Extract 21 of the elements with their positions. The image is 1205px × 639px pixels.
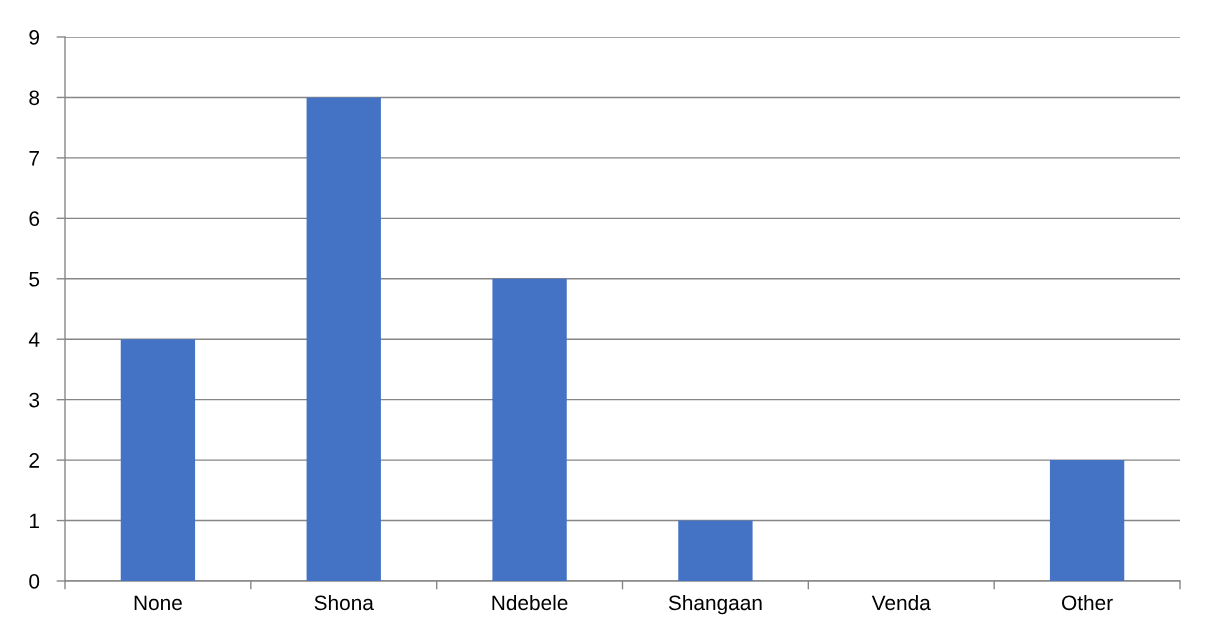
x-tick-label: Shona [314,594,374,611]
x-tick-label: None [134,595,182,611]
y-tick-label: 7 [29,151,39,166]
y-tick-label: 1 [30,513,39,529]
x-tick-label: Other [1062,594,1113,611]
bar [678,520,753,581]
y-tick-label: 8 [29,90,40,106]
bar [120,339,196,581]
y-tick-label: 9 [29,30,40,45]
y-tick-label: 4 [28,332,40,347]
y-tick-label: 3 [29,392,40,408]
y-tick-label: 5 [29,271,40,287]
x-tick-label: Ndebele [492,594,568,611]
bar [306,97,381,581]
y-tick-label: 2 [29,453,39,468]
x-tick-label: Shangaan [668,594,762,615]
y-tick-label: 0 [29,574,40,589]
y-tick-label: 6 [29,211,40,227]
bar [1049,460,1125,581]
bar [492,278,567,581]
x-tick-label: Venda [871,594,931,611]
